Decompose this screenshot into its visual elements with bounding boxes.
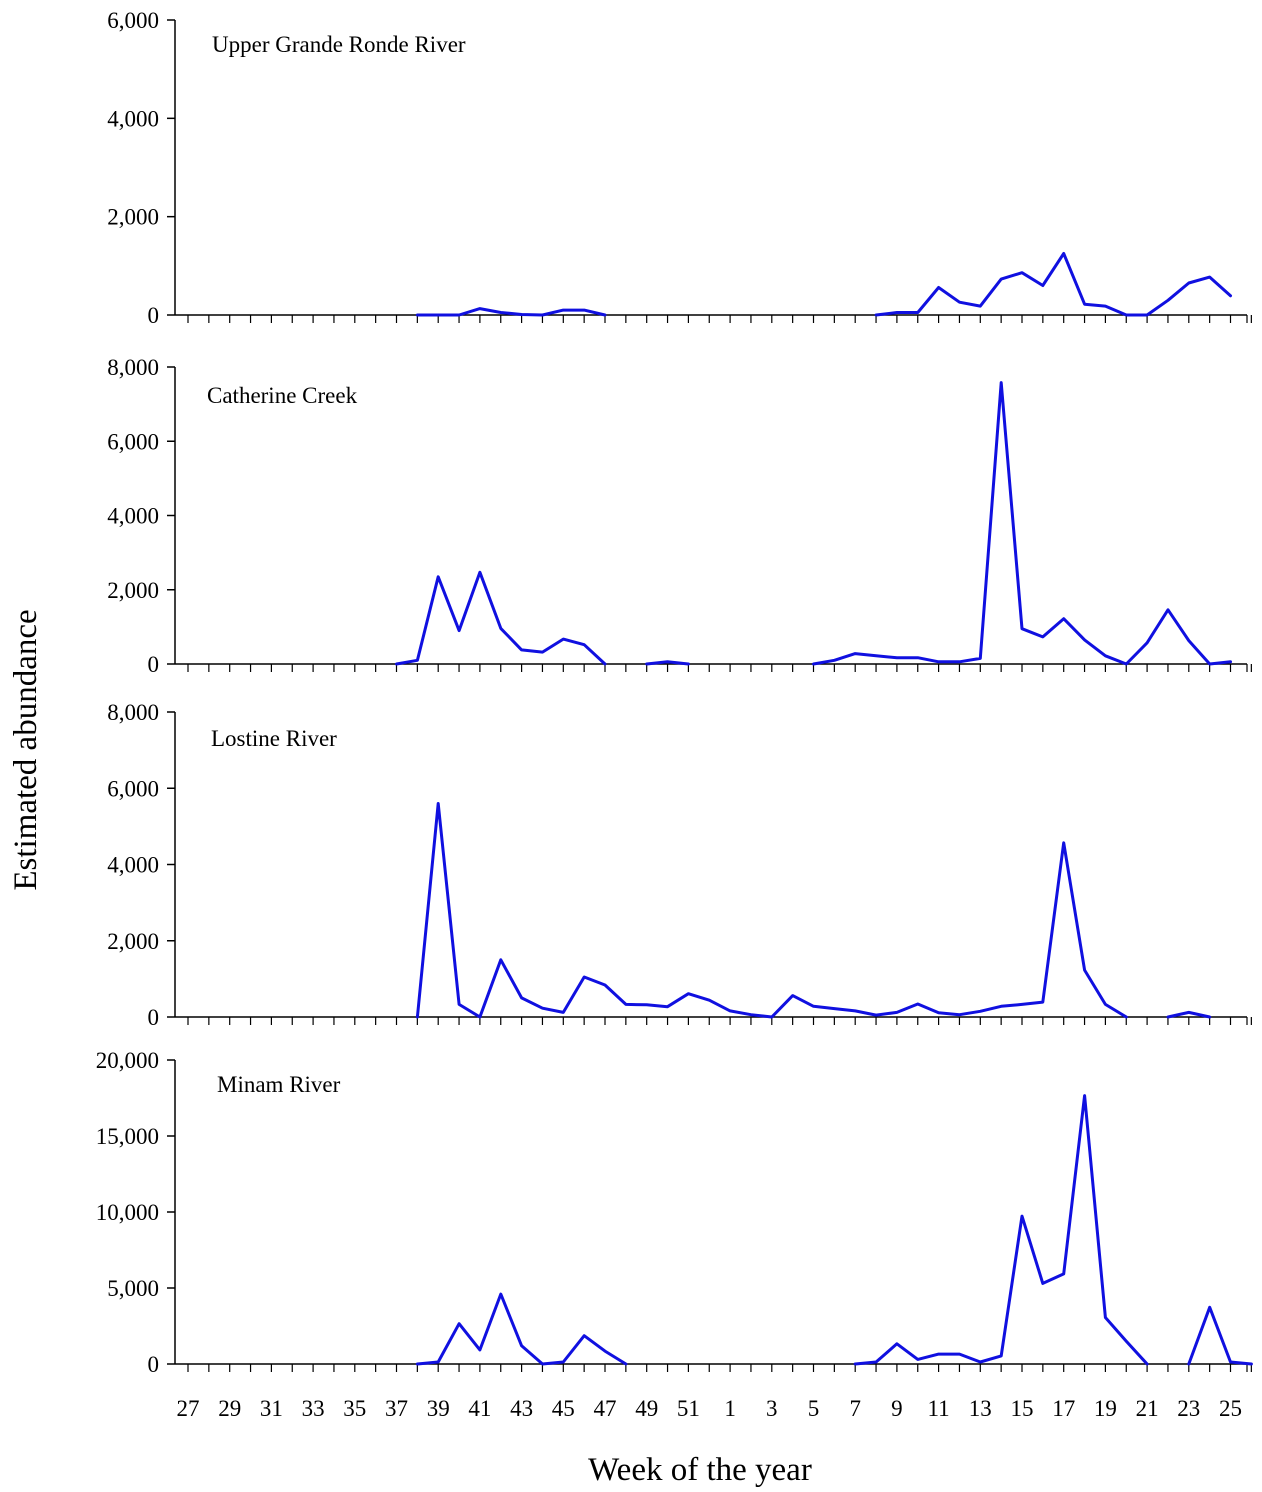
- panel-title: Catherine Creek: [207, 383, 358, 408]
- y-tick-label: 6,000: [107, 776, 159, 801]
- panel-4: 0 5,000 10,000 15,000 20,000 Minam River: [96, 1048, 1253, 1377]
- series-line: [853, 1094, 1149, 1366]
- y-tick-label: 4,000: [107, 106, 159, 131]
- x-tick-label: 21: [1136, 1396, 1159, 1421]
- x-tick-label: 7: [849, 1396, 861, 1421]
- x-tick-label: 45: [552, 1396, 575, 1421]
- panel-2: 0 2,000 4,000 6,000 8,000 Catherine Creek: [107, 355, 1252, 677]
- y-tick-label: 0: [148, 303, 160, 328]
- x-tick-label: 39: [427, 1396, 450, 1421]
- y-tick-label: 0: [148, 1005, 160, 1030]
- x-tick-label: 37: [385, 1396, 408, 1421]
- x-tick-label: 1: [724, 1396, 736, 1421]
- y-tick-label: 0: [148, 652, 160, 677]
- x-tick-label: 27: [177, 1396, 200, 1421]
- y-tick-label: 20,000: [96, 1048, 159, 1073]
- x-tick-label: 43: [510, 1396, 533, 1421]
- x-axis-title: Week of the year: [588, 1452, 812, 1488]
- x-tick-label: 3: [766, 1396, 778, 1421]
- x-tick-label: 23: [1177, 1396, 1200, 1421]
- x-tick-label: 25: [1219, 1396, 1242, 1421]
- y-tick-label: 15,000: [96, 1124, 159, 1149]
- series-line: [1166, 1010, 1212, 1019]
- series-line: [1187, 1305, 1253, 1366]
- panel-title: Upper Grande Ronde River: [212, 32, 466, 57]
- panel-3: 0 2,000 4,000 6,000 8,000 Lostine River: [107, 700, 1252, 1030]
- series-line: [812, 381, 1232, 666]
- y-tick-label: 6,000: [107, 8, 159, 33]
- y-tick-label: 2,000: [107, 929, 159, 954]
- x-tick-label: 29: [218, 1396, 241, 1421]
- x-tick-label: 17: [1052, 1396, 1075, 1421]
- y-tick-label: 6,000: [107, 429, 159, 454]
- x-tick-label: 51: [677, 1396, 700, 1421]
- y-tick-label: 2,000: [107, 205, 159, 230]
- x-tick-label: 31: [260, 1396, 283, 1421]
- x-tick-label: 47: [594, 1396, 617, 1421]
- panel-title: Minam River: [217, 1072, 341, 1097]
- y-tick-label: 4,000: [107, 853, 159, 878]
- y-tick-label: 8,000: [107, 700, 159, 725]
- x-tick-label: 19: [1094, 1396, 1117, 1421]
- panel-1: 0 2,000 4,000 6,000 Upper Grande Ronde River: [107, 8, 1252, 328]
- y-tick-label: 0: [148, 1352, 160, 1377]
- y-tick-label: 2,000: [107, 578, 159, 603]
- y-tick-label: 4,000: [107, 504, 159, 529]
- series-line: [415, 1292, 628, 1366]
- x-tick-label: 41: [468, 1396, 491, 1421]
- series-line: [645, 660, 690, 666]
- x-tick-label: 11: [928, 1396, 950, 1421]
- series-line: [395, 570, 607, 666]
- y-axis-title: Estimated abundance: [8, 609, 44, 890]
- x-tick-label: 13: [969, 1396, 992, 1421]
- x-tick-label: 5: [808, 1396, 820, 1421]
- x-tick-label: 49: [635, 1396, 658, 1421]
- series-line: [415, 802, 1128, 1019]
- series-line: [874, 252, 1232, 317]
- x-tick-label: 9: [891, 1396, 903, 1421]
- y-tick-label: 10,000: [96, 1200, 159, 1225]
- series-line: [415, 307, 607, 317]
- y-tick-label: 5,000: [107, 1276, 159, 1301]
- x-tick-label: 15: [1011, 1396, 1034, 1421]
- x-tick-label: 33: [302, 1396, 325, 1421]
- panel-title: Lostine River: [211, 726, 337, 751]
- y-tick-label: 8,000: [107, 355, 159, 380]
- x-tick-label: 35: [343, 1396, 366, 1421]
